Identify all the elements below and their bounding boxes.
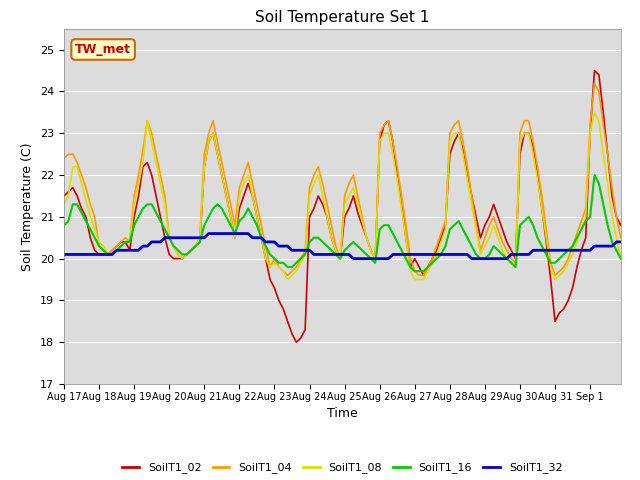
SoilT1_32 (358, 256, 366, 262)
SoilT1_04 (266, 264, 274, 270)
SoilT1_02 (288, 331, 296, 337)
Line: SoilT1_08: SoilT1_08 (64, 112, 621, 279)
SoilT1_08 (292, 268, 300, 274)
SoilT1_32 (205, 231, 212, 237)
SoilT1_32 (271, 239, 278, 245)
SoilT1_02 (196, 239, 204, 245)
SoilT1_04 (196, 235, 204, 240)
SoilT1_08 (266, 264, 274, 270)
Text: TW_met: TW_met (75, 43, 131, 56)
SoilT1_16 (288, 264, 296, 270)
SoilT1_04 (60, 156, 68, 161)
SoilT1_04 (591, 80, 598, 86)
SoilT1_32 (196, 235, 204, 240)
SoilT1_04 (284, 273, 291, 278)
SoilT1_16 (349, 239, 357, 245)
SoilT1_08 (354, 202, 362, 207)
SoilT1_04 (354, 193, 362, 199)
SoilT1_02 (543, 239, 550, 245)
X-axis label: Time: Time (327, 407, 358, 420)
SoilT1_02 (600, 109, 607, 115)
Title: Soil Temperature Set 1: Soil Temperature Set 1 (255, 10, 429, 25)
SoilT1_08 (543, 235, 550, 240)
SoilT1_16 (600, 202, 607, 207)
SoilT1_08 (600, 151, 607, 157)
SoilT1_16 (411, 268, 419, 274)
SoilT1_08 (196, 235, 204, 240)
SoilT1_02 (354, 210, 362, 216)
SoilT1_16 (196, 239, 204, 245)
SoilT1_08 (284, 276, 291, 282)
SoilT1_02 (617, 222, 625, 228)
SoilT1_04 (600, 122, 607, 128)
SoilT1_32 (600, 243, 607, 249)
SoilT1_32 (617, 239, 625, 245)
Line: SoilT1_32: SoilT1_32 (64, 234, 621, 259)
SoilT1_02 (292, 339, 300, 345)
Y-axis label: Soil Temperature (C): Soil Temperature (C) (22, 142, 35, 271)
SoilT1_02 (591, 68, 598, 73)
Line: SoilT1_02: SoilT1_02 (64, 71, 621, 342)
SoilT1_04 (292, 264, 300, 270)
SoilT1_02 (266, 276, 274, 282)
Line: SoilT1_16: SoilT1_16 (64, 175, 621, 271)
SoilT1_16 (617, 256, 625, 262)
Legend: SoilT1_02, SoilT1_04, SoilT1_08, SoilT1_16, SoilT1_32: SoilT1_02, SoilT1_04, SoilT1_08, SoilT1_… (118, 458, 567, 478)
SoilT1_16 (543, 252, 550, 257)
SoilT1_04 (617, 235, 625, 240)
SoilT1_04 (543, 227, 550, 232)
SoilT1_08 (591, 109, 598, 115)
SoilT1_08 (617, 256, 625, 262)
SoilT1_16 (591, 172, 598, 178)
SoilT1_08 (60, 202, 68, 207)
Line: SoilT1_04: SoilT1_04 (64, 83, 621, 276)
SoilT1_32 (60, 252, 68, 257)
SoilT1_02 (60, 193, 68, 199)
SoilT1_32 (349, 256, 357, 262)
SoilT1_32 (292, 247, 300, 253)
SoilT1_16 (60, 222, 68, 228)
SoilT1_16 (266, 252, 274, 257)
SoilT1_32 (547, 247, 554, 253)
